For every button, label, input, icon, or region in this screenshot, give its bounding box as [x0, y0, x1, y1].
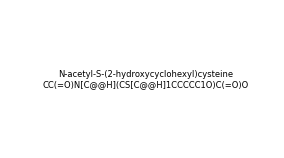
Text: N-acetyl-S-(2-hydroxycyclohexyl)cysteine
CC(=O)N[C@@H](CS[C@@H]1CCCCC1O)C(=O)O: N-acetyl-S-(2-hydroxycyclohexyl)cysteine…: [42, 70, 249, 89]
